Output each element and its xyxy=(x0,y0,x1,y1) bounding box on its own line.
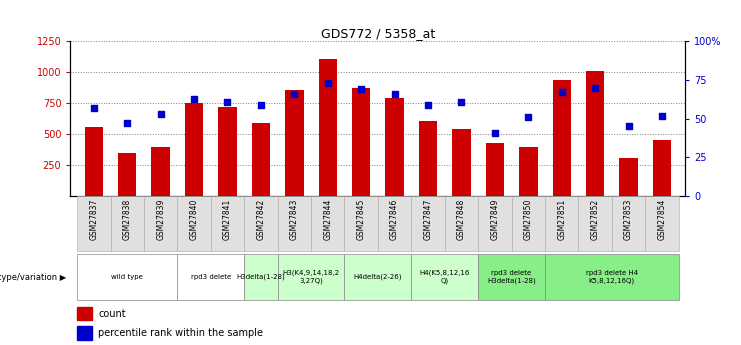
Bar xyxy=(619,158,638,196)
FancyBboxPatch shape xyxy=(579,196,612,251)
Bar xyxy=(151,147,170,196)
Point xyxy=(255,102,267,108)
FancyBboxPatch shape xyxy=(278,196,311,251)
FancyBboxPatch shape xyxy=(144,196,177,251)
FancyBboxPatch shape xyxy=(612,196,645,251)
Text: GSM27851: GSM27851 xyxy=(557,199,566,240)
Text: H3(K4,9,14,18,2
3,27Q): H3(K4,9,14,18,2 3,27Q) xyxy=(282,270,339,284)
Point xyxy=(522,115,534,120)
Text: H4delta(2-26): H4delta(2-26) xyxy=(353,274,402,280)
Point xyxy=(155,111,167,117)
Text: GSM27847: GSM27847 xyxy=(424,199,433,240)
Bar xyxy=(653,140,671,196)
Point xyxy=(656,113,668,118)
Bar xyxy=(419,120,437,196)
FancyBboxPatch shape xyxy=(511,196,545,251)
Bar xyxy=(76,326,92,339)
Bar xyxy=(84,127,103,196)
Bar xyxy=(319,59,337,196)
Bar xyxy=(285,90,304,196)
FancyBboxPatch shape xyxy=(411,254,478,300)
Text: rpd3 delete: rpd3 delete xyxy=(190,274,231,280)
Text: GSM27853: GSM27853 xyxy=(624,199,633,240)
FancyBboxPatch shape xyxy=(245,196,278,251)
Title: GDS772 / 5358_at: GDS772 / 5358_at xyxy=(321,27,435,40)
Text: GSM27844: GSM27844 xyxy=(323,199,332,240)
FancyBboxPatch shape xyxy=(378,196,411,251)
FancyBboxPatch shape xyxy=(411,196,445,251)
Text: GSM27837: GSM27837 xyxy=(90,199,99,240)
FancyBboxPatch shape xyxy=(445,196,478,251)
Text: GSM27850: GSM27850 xyxy=(524,199,533,240)
Text: GSM27848: GSM27848 xyxy=(457,199,466,240)
Text: count: count xyxy=(98,309,126,319)
Point xyxy=(622,124,634,129)
FancyBboxPatch shape xyxy=(311,196,345,251)
FancyBboxPatch shape xyxy=(645,196,679,251)
Point xyxy=(589,85,601,90)
Text: GSM27841: GSM27841 xyxy=(223,199,232,240)
Text: rpd3 delete
H3delta(1-28): rpd3 delete H3delta(1-28) xyxy=(488,270,536,284)
Bar xyxy=(118,153,136,196)
Point xyxy=(88,105,100,111)
Text: GSM27854: GSM27854 xyxy=(657,199,666,240)
FancyBboxPatch shape xyxy=(245,254,278,300)
Point xyxy=(556,90,568,95)
Point xyxy=(389,91,401,97)
FancyBboxPatch shape xyxy=(345,254,411,300)
FancyBboxPatch shape xyxy=(478,254,545,300)
Point xyxy=(122,121,133,126)
FancyBboxPatch shape xyxy=(478,196,511,251)
Text: GSM27838: GSM27838 xyxy=(123,199,132,240)
Point xyxy=(188,96,200,101)
Bar xyxy=(385,98,404,196)
Bar xyxy=(352,88,370,196)
Bar xyxy=(452,129,471,196)
FancyBboxPatch shape xyxy=(177,196,210,251)
Bar xyxy=(219,107,236,196)
Bar xyxy=(76,307,92,321)
Bar xyxy=(519,147,537,196)
Point xyxy=(222,99,233,105)
Text: GSM27842: GSM27842 xyxy=(256,199,265,240)
Text: GSM27843: GSM27843 xyxy=(290,199,299,240)
Text: H3delta(1-28): H3delta(1-28) xyxy=(236,274,285,280)
FancyBboxPatch shape xyxy=(545,196,579,251)
FancyBboxPatch shape xyxy=(278,254,345,300)
Text: GSM27849: GSM27849 xyxy=(491,199,499,240)
FancyBboxPatch shape xyxy=(110,196,144,251)
FancyBboxPatch shape xyxy=(177,254,245,300)
FancyBboxPatch shape xyxy=(77,196,110,251)
Point xyxy=(355,87,367,92)
Bar xyxy=(586,71,605,196)
Text: wild type: wild type xyxy=(111,274,143,280)
FancyBboxPatch shape xyxy=(77,254,177,300)
Point xyxy=(422,102,434,108)
Point xyxy=(456,99,468,105)
Text: GSM27852: GSM27852 xyxy=(591,199,599,240)
FancyBboxPatch shape xyxy=(345,196,378,251)
FancyBboxPatch shape xyxy=(210,196,245,251)
Bar xyxy=(252,123,270,196)
Text: H4(K5,8,12,16
Q): H4(K5,8,12,16 Q) xyxy=(419,270,470,284)
Text: GSM27845: GSM27845 xyxy=(356,199,366,240)
Text: rpd3 delete H4
K5,8,12,16Q): rpd3 delete H4 K5,8,12,16Q) xyxy=(586,270,638,284)
Bar xyxy=(185,103,203,196)
Bar xyxy=(553,80,571,196)
Bar xyxy=(485,144,504,196)
Text: genotype/variation ▶: genotype/variation ▶ xyxy=(0,273,67,282)
Point xyxy=(489,130,501,135)
Point xyxy=(288,91,300,97)
Text: GSM27839: GSM27839 xyxy=(156,199,165,240)
Text: GSM27846: GSM27846 xyxy=(390,199,399,240)
Point xyxy=(322,80,333,86)
FancyBboxPatch shape xyxy=(545,254,679,300)
Text: GSM27840: GSM27840 xyxy=(190,199,199,240)
Text: percentile rank within the sample: percentile rank within the sample xyxy=(98,328,263,338)
